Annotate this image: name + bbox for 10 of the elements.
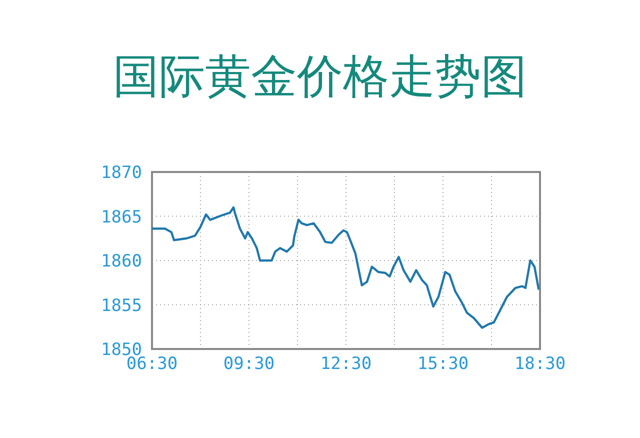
- x-tick-label: 12:30: [320, 354, 372, 374]
- line-series: [150, 206, 540, 329]
- x-tick-label: 15:30: [417, 354, 469, 374]
- x-tick-label: 09:30: [223, 354, 275, 374]
- x-tick-label: 18:30: [514, 354, 566, 374]
- chart-title: 国际黄金价格走势图: [113, 49, 527, 103]
- y-tick-label: 1860: [101, 252, 142, 272]
- y-tick-label: 1865: [101, 207, 142, 228]
- y-tick-label: 1855: [101, 296, 142, 316]
- y-tick-label: 1870: [101, 163, 142, 183]
